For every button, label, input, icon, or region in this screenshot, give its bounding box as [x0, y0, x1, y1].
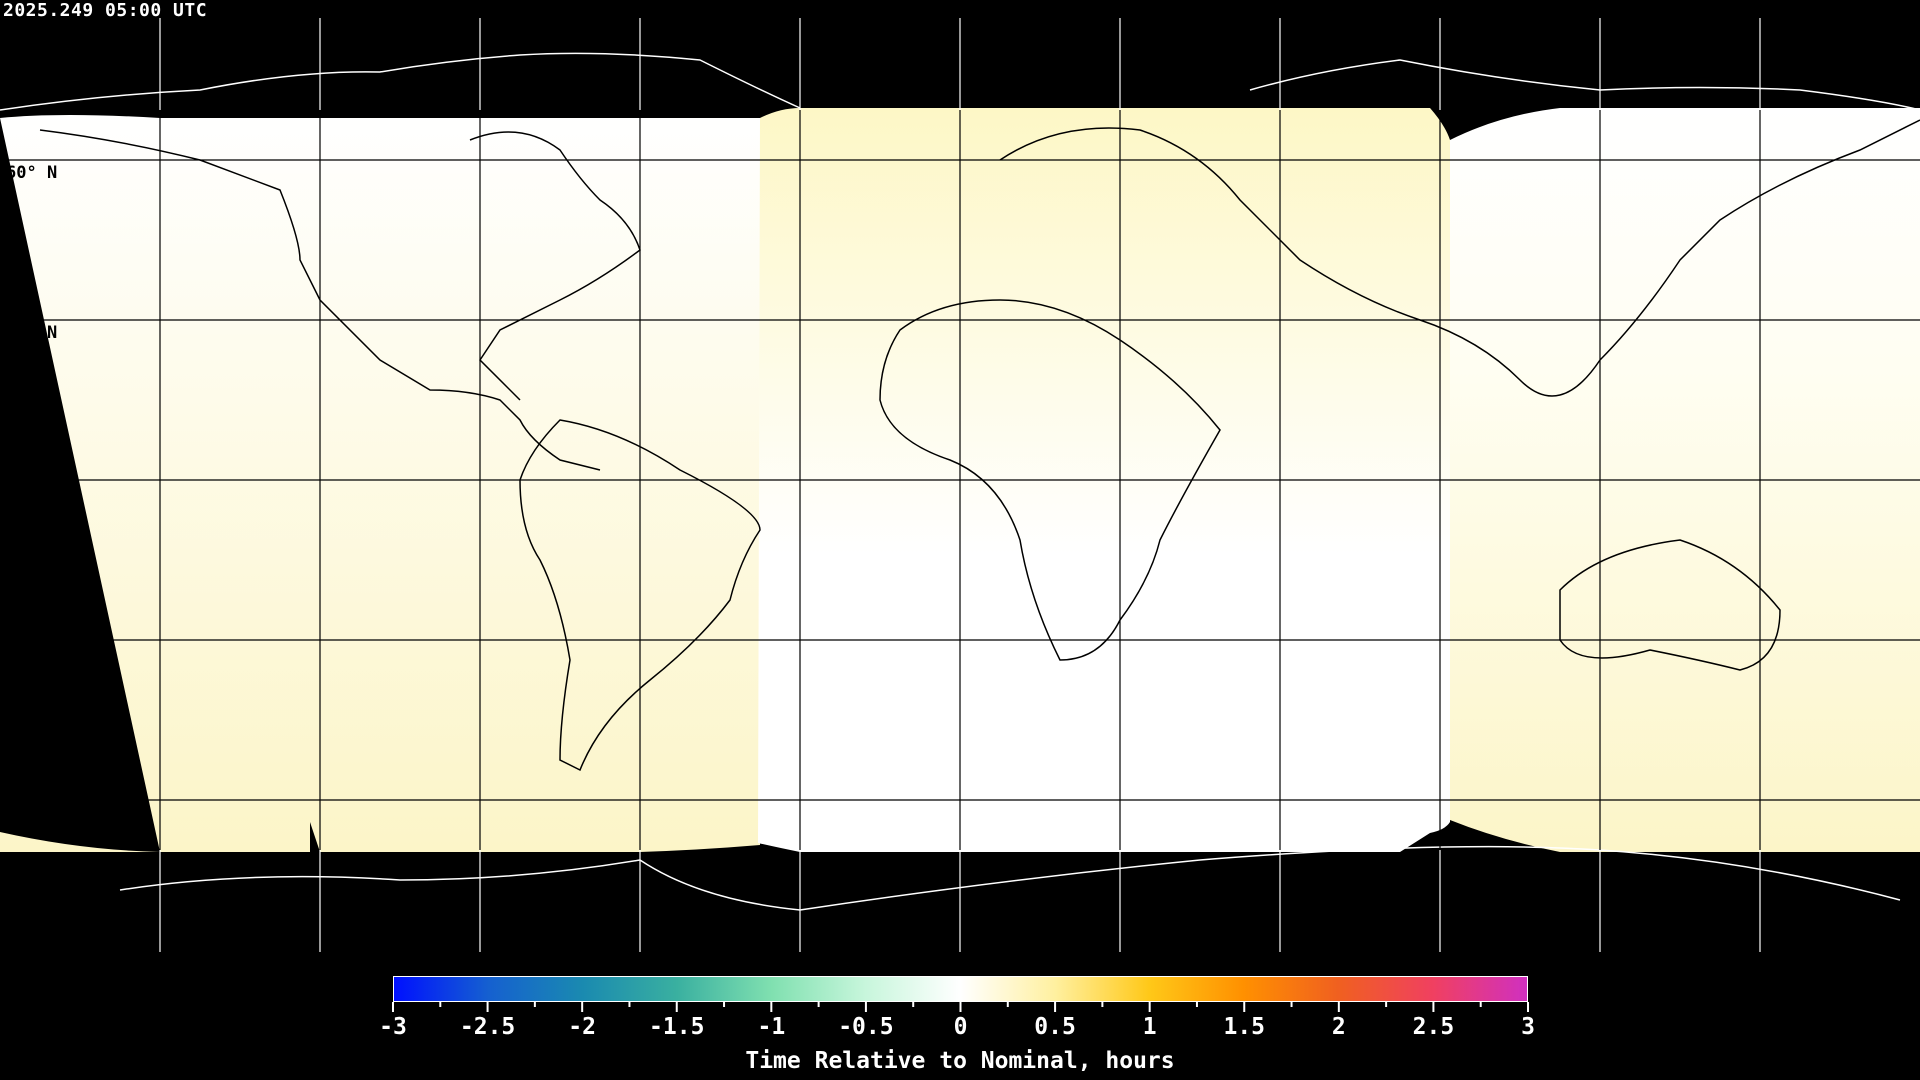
colorbar-tick-label: 1	[1142, 1014, 1157, 1040]
timestamp-label: 2025.249 05:00 UTC	[3, 0, 208, 21]
colorbar-tick-label: 3	[1521, 1014, 1535, 1040]
colorbar-tick-label: -2	[568, 1014, 597, 1040]
colorbar-tick-label: -1.5	[649, 1014, 705, 1040]
colorbar-tick-label: -2.5	[459, 1014, 516, 1040]
colorbar-tick-label: 2	[1331, 1014, 1346, 1040]
coastlines	[39, 119, 1920, 772]
colorbar-tick-label: -0.5	[838, 1014, 894, 1040]
graticule	[0, 110, 1920, 850]
colorbar-ticks	[392, 1002, 1529, 1012]
world-map	[0, 18, 1920, 952]
colorbar	[393, 976, 1528, 1002]
colorbar-tick-label: 0	[953, 1014, 968, 1040]
lat-label-60n: 60° N	[6, 163, 58, 183]
lat-label-30n: 30° N	[6, 323, 58, 343]
lat-label-60s: 60° S	[6, 803, 58, 823]
colorbar-title: Time Relative to Nominal, hours	[745, 1048, 1175, 1074]
colorbar-tick-label: 1.5	[1223, 1014, 1266, 1040]
colorbar-tick-label: 0.5	[1034, 1014, 1076, 1040]
colorbar-tick-label: 2.5	[1412, 1014, 1455, 1040]
lat-label-30s: 30° S	[6, 643, 58, 663]
lat-label-0n: 0° N	[6, 483, 47, 503]
colorbar-tick-label: -3	[379, 1014, 407, 1040]
graticule-polar	[159, 18, 1761, 952]
illuminated-region-west	[0, 115, 760, 852]
colorbar-tick-label: -1	[757, 1014, 786, 1040]
